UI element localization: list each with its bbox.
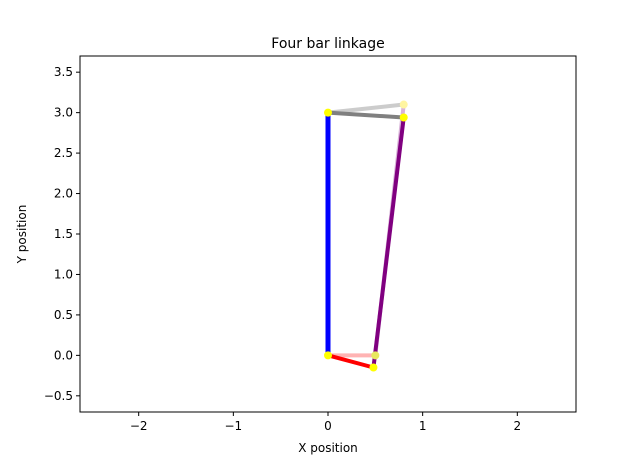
- y-tick-label: 0.5: [54, 308, 73, 322]
- y-tick-label: 1.5: [54, 227, 73, 241]
- y-tick-label: 0.0: [54, 348, 73, 362]
- y-axis-label: Y position: [15, 205, 29, 265]
- joint-marker-0: [399, 100, 408, 109]
- joint-marker-3: [324, 108, 332, 117]
- x-axis-label: X position: [298, 441, 358, 455]
- linkage-bar-6: [327, 110, 404, 120]
- x-axis-ticks: −2 −1 0 1 2: [130, 412, 521, 433]
- linkage-bars: [325, 102, 406, 370]
- y-tick-label: −0.5: [44, 389, 73, 403]
- joint-marker-5: [399, 113, 408, 122]
- linkage-bar-4: [327, 353, 374, 370]
- x-tick-label: 2: [513, 419, 521, 433]
- joint-marker-1: [371, 351, 380, 360]
- x-tick-label: 1: [419, 419, 427, 433]
- x-tick-label: −2: [130, 419, 148, 433]
- linkage-bar-5: [371, 117, 406, 368]
- y-tick-label: 2.0: [54, 187, 73, 201]
- y-axis-ticks: −0.5 0.0 0.5 1.0 1.5 2.0 2.5 3.0 3.5: [44, 65, 80, 403]
- linkage-joints: [324, 100, 408, 372]
- y-tick-label: 3.5: [54, 65, 73, 79]
- joint-marker-2: [324, 351, 332, 360]
- x-tick-label: 0: [324, 419, 332, 433]
- y-tick-label: 1.0: [54, 267, 73, 281]
- y-tick-label: 2.5: [54, 146, 73, 160]
- x-tick-label: −1: [224, 419, 242, 433]
- y-tick-label: 3.0: [54, 106, 73, 120]
- chart-title: Four bar linkage: [271, 36, 384, 52]
- linkage-bar-2: [327, 102, 404, 115]
- joint-marker-4: [369, 363, 378, 372]
